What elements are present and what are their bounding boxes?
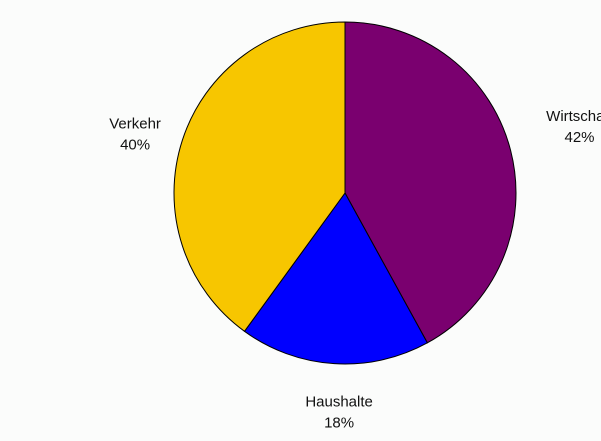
pie-slice-wirtschaft [344, 21, 517, 344]
pie-label-name: Wirtschaft [546, 108, 601, 125]
pie-label-name: Haushalte [305, 394, 373, 411]
pie-label-wirtschaft: Wirtschaft 42% [546, 108, 601, 146]
pie-labels: Wirtschaft 42% Haushalte 18% Verkehr 40% [109, 108, 601, 432]
pie-slice-haushalte [243, 192, 429, 365]
pie-label-name: Verkehr [109, 115, 161, 132]
pie-slices [173, 21, 517, 365]
pie-label-value: 18% [324, 415, 354, 432]
pie-label-verkehr: Verkehr 40% [109, 115, 161, 153]
pie-label-value: 40% [120, 136, 150, 153]
pie-label-haushalte: Haushalte 18% [305, 394, 373, 432]
pie-label-value: 42% [564, 129, 594, 146]
pie-slice-verkehr [173, 21, 346, 333]
